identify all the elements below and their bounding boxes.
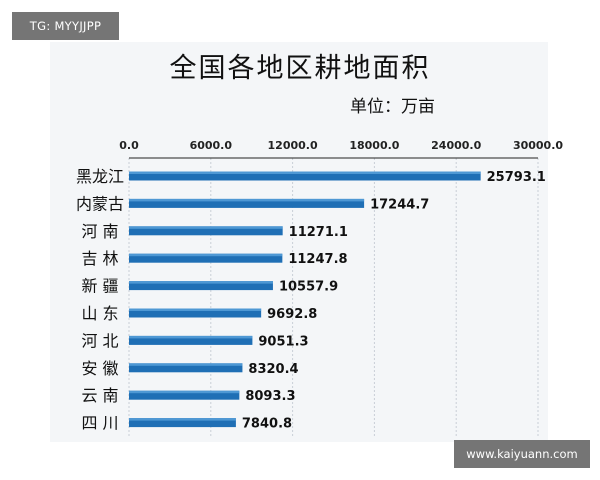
category-label-8: 云 南 — [81, 386, 118, 405]
category-label-0: 黑龙江 — [76, 167, 124, 186]
value-label-1: 17244.7 — [370, 197, 429, 212]
bar-highlight-2 — [129, 226, 283, 229]
unit-label: 单位：万亩 — [350, 97, 435, 117]
bar-1 — [129, 198, 365, 208]
value-label-3: 11247.8 — [288, 252, 347, 267]
bar-0 — [129, 171, 481, 181]
value-label-9: 7840.8 — [242, 417, 292, 432]
category-label-4: 新 疆 — [81, 277, 118, 296]
watermark-right: www.kaiyuann.com — [454, 440, 590, 468]
bar-3 — [129, 253, 283, 263]
bar-highlight-7 — [129, 363, 243, 366]
bar-highlight-6 — [129, 335, 253, 339]
chart-panel — [50, 42, 548, 442]
bar-highlight-3 — [129, 253, 283, 257]
category-label-1: 内蒙古 — [76, 194, 124, 213]
category-label-2: 河 南 — [81, 222, 118, 241]
value-label-2: 11271.1 — [289, 225, 348, 240]
bar-highlight-1 — [129, 198, 365, 202]
bar-2 — [129, 226, 283, 236]
value-label-7: 8320.4 — [248, 362, 298, 377]
value-label-8: 8093.3 — [245, 389, 295, 404]
value-label-5: 9692.8 — [267, 307, 317, 322]
category-label-9: 四 川 — [81, 414, 118, 433]
bar-5 — [129, 308, 262, 318]
category-label-5: 山 东 — [81, 304, 118, 323]
bar-highlight-4 — [129, 281, 273, 284]
x-tick-label-4: 24000.0 — [431, 139, 481, 152]
bar-highlight-5 — [129, 308, 262, 311]
watermark-left: TG: MYYJJPP — [12, 12, 119, 40]
chart-title: 全国各地区耕地面积 — [169, 53, 431, 84]
value-label-4: 10557.9 — [279, 280, 338, 295]
bar-highlight-0 — [129, 171, 481, 174]
bar-6 — [129, 335, 253, 345]
category-label-6: 河 北 — [81, 331, 118, 350]
value-label-6: 9051.3 — [258, 334, 308, 349]
x-tick-label-3: 18000.0 — [349, 139, 399, 152]
bar-8 — [129, 390, 240, 400]
value-label-0: 25793.1 — [487, 170, 546, 185]
category-label-7: 安 徽 — [81, 359, 118, 378]
bar-highlight-9 — [129, 418, 236, 421]
bar-highlight-8 — [129, 390, 240, 394]
category-label-3: 吉 林 — [81, 249, 118, 268]
x-tick-label-2: 12000.0 — [268, 139, 318, 152]
x-tick-label-0: 0.0 — [119, 139, 139, 152]
x-tick-label-1: 6000.0 — [190, 139, 233, 152]
bar-7 — [129, 363, 243, 373]
bar-4 — [129, 281, 273, 291]
bar-9 — [129, 418, 236, 428]
x-tick-label-5: 30000.0 — [513, 139, 563, 152]
